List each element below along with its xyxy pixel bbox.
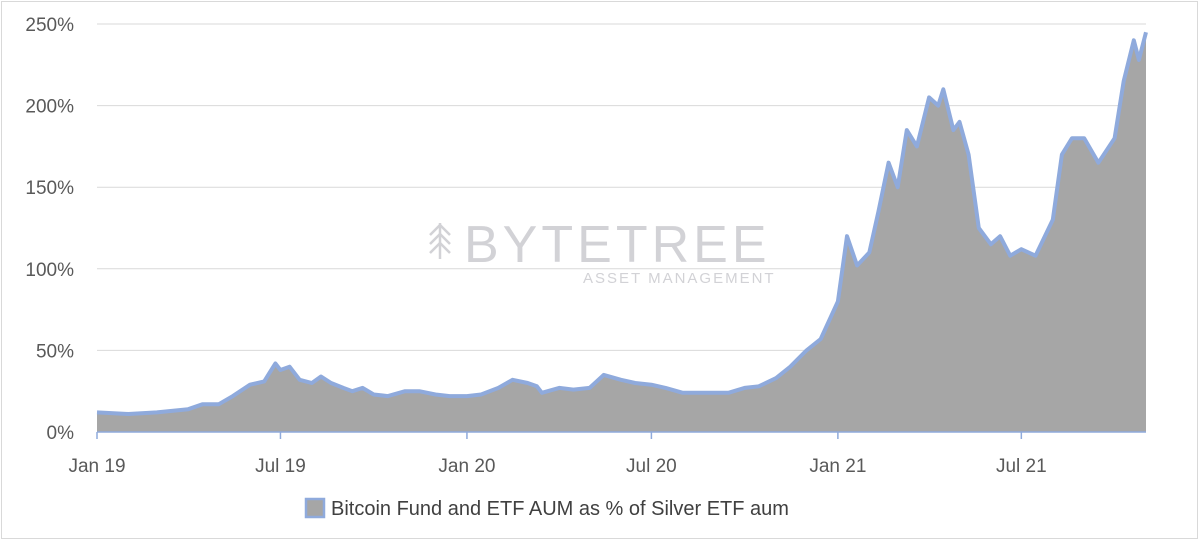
watermark-subtitle: ASSET MANAGEMENT <box>583 270 776 287</box>
legend-label: Bitcoin Fund and ETF AUM as % of Silver … <box>331 498 789 520</box>
series-area <box>97 32 1146 432</box>
x-tick-label: Jan 19 <box>68 456 125 477</box>
legend-swatch <box>304 497 326 519</box>
x-tick-label: Jul 21 <box>996 456 1047 477</box>
tree-icon <box>429 223 451 259</box>
watermark-brand: BYTETREE <box>464 216 771 274</box>
x-tick-label: Jan 21 <box>809 456 866 477</box>
y-tick-label: 200% <box>25 97 74 118</box>
x-tick-label: Jan 20 <box>438 456 495 477</box>
y-tick-label: 150% <box>25 178 74 199</box>
y-tick-label: 100% <box>25 260 74 281</box>
series-line <box>96 31 1148 416</box>
x-axis-ticks: Jan 19 Jul 19 Jan 20 Jul 20 Jan 21 Jul 21 <box>68 432 1047 477</box>
watermark-logo: BYTETREE ASSET MANAGEMENT <box>429 216 776 287</box>
x-tick-label: Jul 19 <box>255 456 306 477</box>
y-axis-ticks: 0% 50% 100% 150% 200% 250% <box>25 15 74 444</box>
legend: Bitcoin Fund and ETF AUM as % of Silver … <box>304 497 789 520</box>
y-tick-label: 250% <box>25 15 74 36</box>
y-tick-label: 0% <box>47 423 75 444</box>
x-tick-label: Jul 20 <box>626 456 677 477</box>
y-tick-label: 50% <box>36 341 74 362</box>
